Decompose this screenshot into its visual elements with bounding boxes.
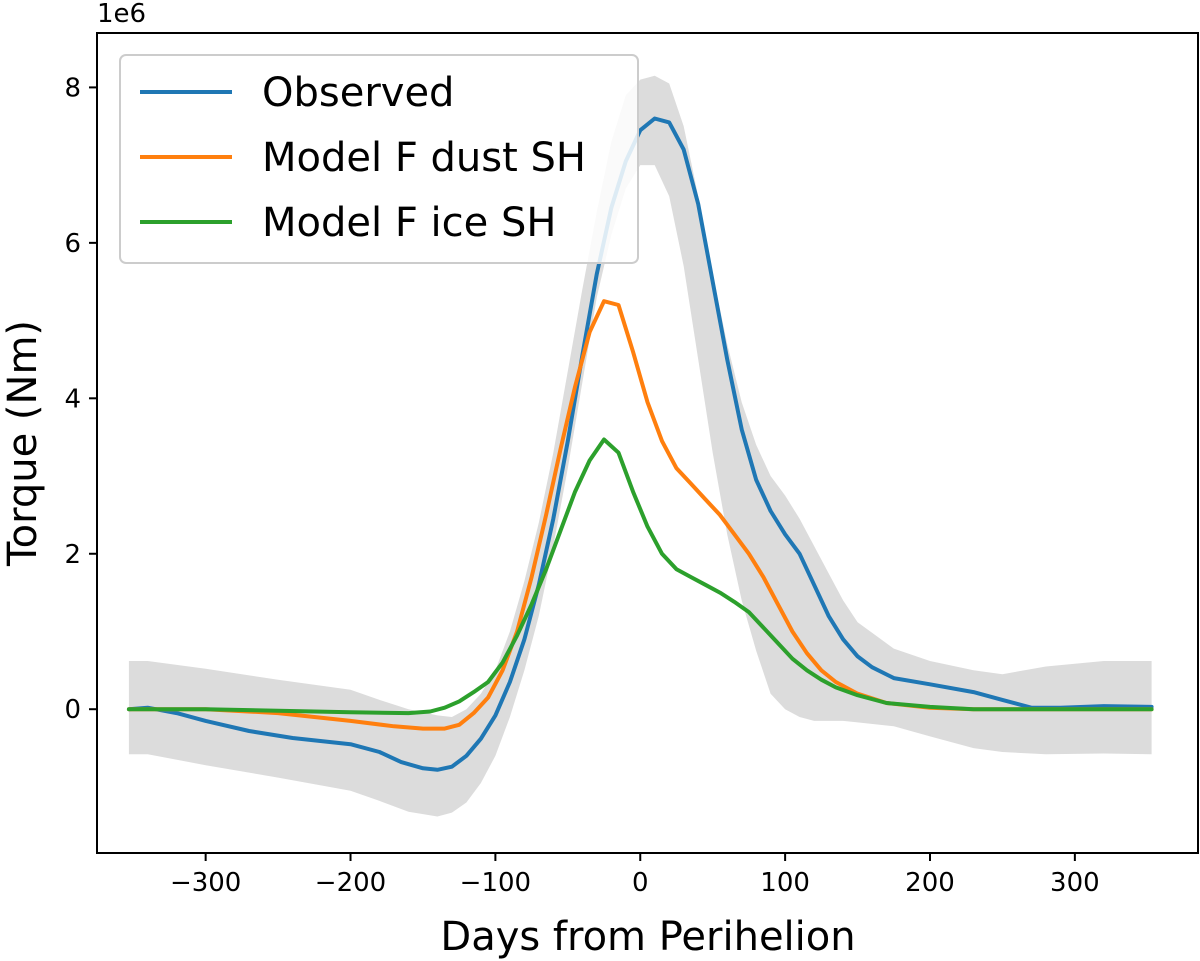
x-tick-label: 100 (760, 868, 810, 898)
x-tick-label: 200 (905, 868, 955, 898)
y-axis-ticks: 0 2 4 6 8 (64, 73, 97, 725)
y-tick-label: 8 (64, 73, 81, 103)
series-layer (126, 116, 1154, 772)
series-line-model-f-ice-sh (126, 437, 1154, 716)
legend-box (119, 54, 639, 264)
uncertainty-band-layer (128, 75, 1152, 817)
plot-frame (96, 32, 1199, 854)
y-axis-label: Torque (Nm) (0, 320, 46, 567)
series-line-observed (126, 116, 1154, 772)
series-line-model-f-dust-sh (126, 299, 1154, 731)
y-tick-label: 0 (64, 695, 81, 725)
y-tick-label: 4 (64, 384, 81, 414)
x-axis-label: Days from Perihelion (440, 914, 855, 960)
legend-label-model-f-dust-sh: Model F dust SH (262, 135, 586, 181)
x-tick-label: −100 (460, 868, 531, 898)
x-axis-ticks: −300 −200 −100 0 100 200 300 (170, 853, 1100, 898)
y-offset-label: 1e6 (97, 0, 146, 29)
x-tick-label: −200 (315, 868, 386, 898)
y-tick-label: 2 (64, 540, 81, 570)
x-tick-label: −300 (170, 868, 241, 898)
x-tick-label: 300 (1050, 868, 1100, 898)
legend: Observed Model F dust SH Model F ice SH (119, 54, 639, 264)
y-tick-label: 6 (64, 229, 81, 259)
legend-label-observed: Observed (262, 70, 454, 116)
x-tick-label: 0 (632, 868, 649, 898)
uncertainty-band (128, 75, 1152, 817)
legend-label-model-f-ice-sh: Model F ice SH (262, 200, 556, 246)
